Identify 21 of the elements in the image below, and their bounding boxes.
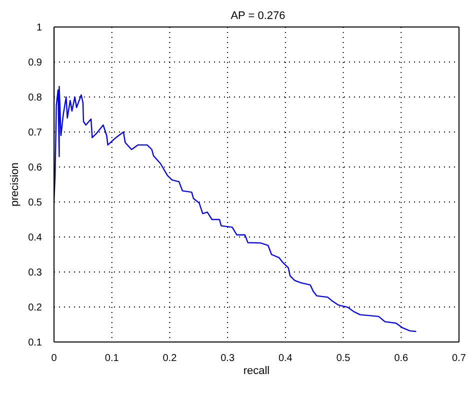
y-tick-label: 0.9 — [28, 58, 42, 69]
x-tick-label: 0 — [51, 353, 58, 364]
x-tick-label: 0.6 — [394, 353, 409, 364]
x-tick-label: 0.5 — [336, 353, 351, 364]
y-tick-label: 0.2 — [28, 302, 42, 314]
y-tick-label: 0.4 — [28, 232, 42, 244]
x-tick-label: 0.1 — [104, 353, 120, 364]
y-tick-label: 0.5 — [28, 198, 42, 209]
y-tick-label: 0.8 — [28, 92, 42, 104]
y-tick-label: 0.3 — [28, 268, 42, 279]
y-tick-label: 1 — [36, 22, 42, 34]
x-tick-label: 0.4 — [278, 353, 293, 364]
x-tick-label: 0.7 — [452, 353, 466, 364]
y-tick-label: 0.1 — [28, 338, 42, 349]
x-tick-label: 0.2 — [162, 353, 178, 364]
x-tick-label: 0.3 — [220, 353, 235, 364]
y-axis-title: precision — [8, 162, 21, 207]
chart-title: AP = 0.276 — [230, 10, 286, 22]
x-axis-title: recall — [243, 365, 270, 377]
y-tick-label: 0.7 — [28, 128, 42, 139]
y-tick-label: 0.6 — [28, 162, 42, 174]
